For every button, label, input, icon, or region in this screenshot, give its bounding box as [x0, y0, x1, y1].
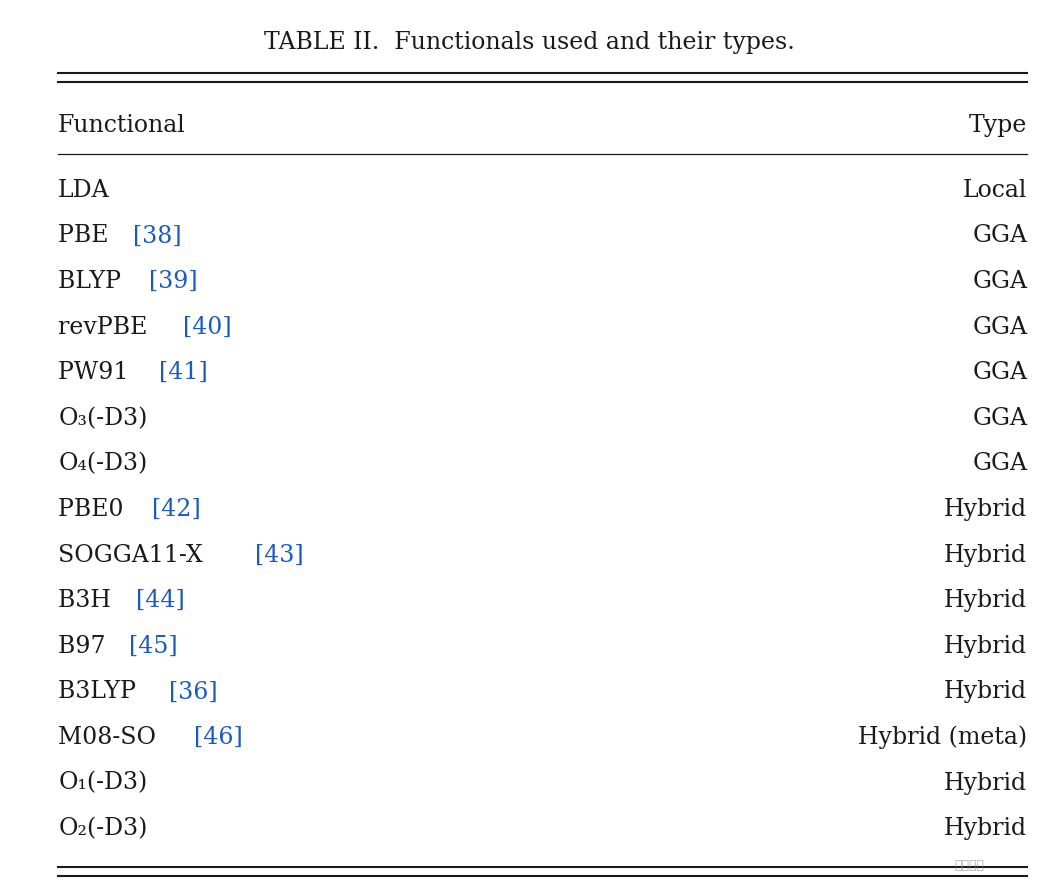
Text: Hybrid: Hybrid: [945, 635, 1027, 658]
Text: M08-SO: M08-SO: [58, 726, 164, 749]
Text: TABLE II.  Functionals used and their types.: TABLE II. Functionals used and their typ…: [264, 31, 795, 55]
Text: Functional: Functional: [58, 114, 186, 137]
Text: Hybrid: Hybrid: [945, 498, 1027, 521]
Text: revPBE: revPBE: [58, 316, 155, 339]
Text: Local: Local: [963, 179, 1027, 202]
Text: [36]: [36]: [168, 680, 217, 704]
Text: BLYP: BLYP: [58, 270, 129, 293]
Text: Hybrid: Hybrid: [945, 680, 1027, 704]
Text: PW91: PW91: [58, 361, 137, 384]
Text: Hybrid: Hybrid: [945, 772, 1027, 795]
Text: O₃(-D3): O₃(-D3): [58, 407, 147, 430]
Text: O₂(-D3): O₂(-D3): [58, 817, 147, 840]
Text: B97: B97: [58, 635, 113, 658]
Text: LDA: LDA: [58, 179, 110, 202]
Text: PBE0: PBE0: [58, 498, 131, 521]
Text: [40]: [40]: [183, 316, 232, 339]
Text: Hybrid: Hybrid: [945, 817, 1027, 840]
Text: Hybrid: Hybrid: [945, 589, 1027, 612]
Text: GGA: GGA: [972, 452, 1027, 476]
Text: [43]: [43]: [255, 544, 304, 567]
Text: GGA: GGA: [972, 316, 1027, 339]
Text: B3LYP: B3LYP: [58, 680, 144, 704]
Text: GGA: GGA: [972, 407, 1027, 430]
Text: [39]: [39]: [149, 270, 198, 293]
Text: GGA: GGA: [972, 361, 1027, 384]
Text: PBE: PBE: [58, 224, 116, 248]
Text: 泰科科技: 泰科科技: [955, 858, 985, 872]
Text: Hybrid (meta): Hybrid (meta): [858, 726, 1027, 749]
Text: [45]: [45]: [129, 635, 178, 658]
Text: Type: Type: [969, 114, 1027, 137]
Text: SOGGA11-X: SOGGA11-X: [58, 544, 211, 567]
Text: [44]: [44]: [137, 589, 185, 612]
Text: O₁(-D3): O₁(-D3): [58, 772, 147, 795]
Text: [42]: [42]: [152, 498, 201, 521]
Text: [46]: [46]: [195, 726, 244, 749]
Text: O₄(-D3): O₄(-D3): [58, 452, 147, 476]
Text: Hybrid: Hybrid: [945, 544, 1027, 567]
Text: GGA: GGA: [972, 224, 1027, 248]
Text: GGA: GGA: [972, 270, 1027, 293]
Text: [41]: [41]: [159, 361, 208, 384]
Text: [38]: [38]: [133, 224, 182, 248]
Text: B3H: B3H: [58, 589, 119, 612]
